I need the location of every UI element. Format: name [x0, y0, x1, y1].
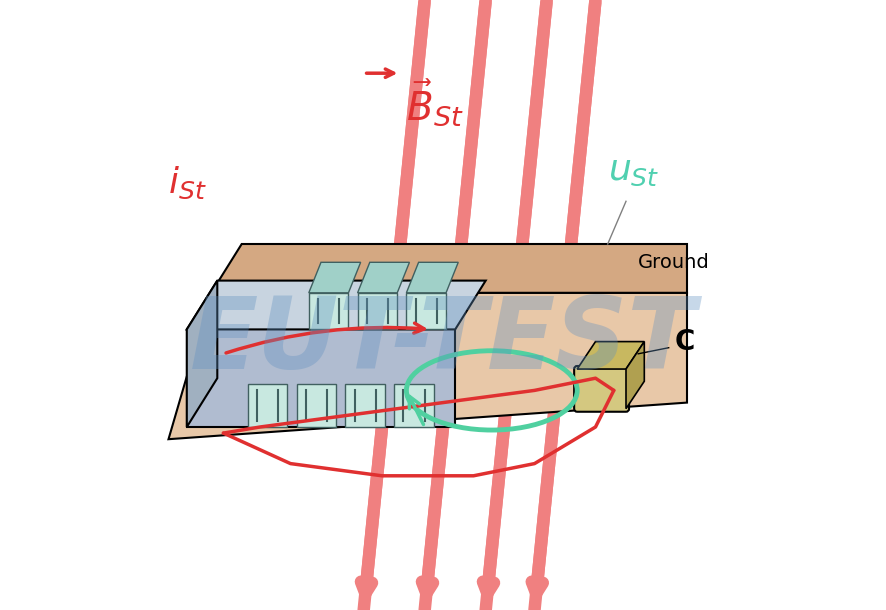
Polygon shape [407, 262, 458, 293]
Text: $\vec{B}_{St}$: $\vec{B}_{St}$ [407, 78, 464, 129]
Text: $i_{St}$: $i_{St}$ [168, 165, 207, 201]
Polygon shape [309, 262, 361, 293]
Text: C: C [675, 328, 696, 356]
Polygon shape [407, 293, 446, 329]
Polygon shape [187, 281, 486, 329]
Polygon shape [577, 342, 644, 369]
Polygon shape [394, 384, 434, 427]
Polygon shape [346, 384, 385, 427]
Text: EUT-TEST: EUT-TEST [190, 293, 696, 390]
Polygon shape [626, 342, 644, 409]
Polygon shape [358, 262, 409, 293]
Polygon shape [309, 293, 348, 329]
Polygon shape [187, 281, 217, 427]
Polygon shape [187, 329, 455, 427]
Text: Ground: Ground [638, 253, 710, 272]
Polygon shape [248, 384, 287, 427]
Polygon shape [168, 293, 687, 439]
FancyBboxPatch shape [574, 366, 629, 412]
Polygon shape [297, 384, 337, 427]
Polygon shape [358, 293, 397, 329]
Text: $u_{St}$: $u_{St}$ [608, 154, 659, 188]
Polygon shape [211, 244, 687, 293]
